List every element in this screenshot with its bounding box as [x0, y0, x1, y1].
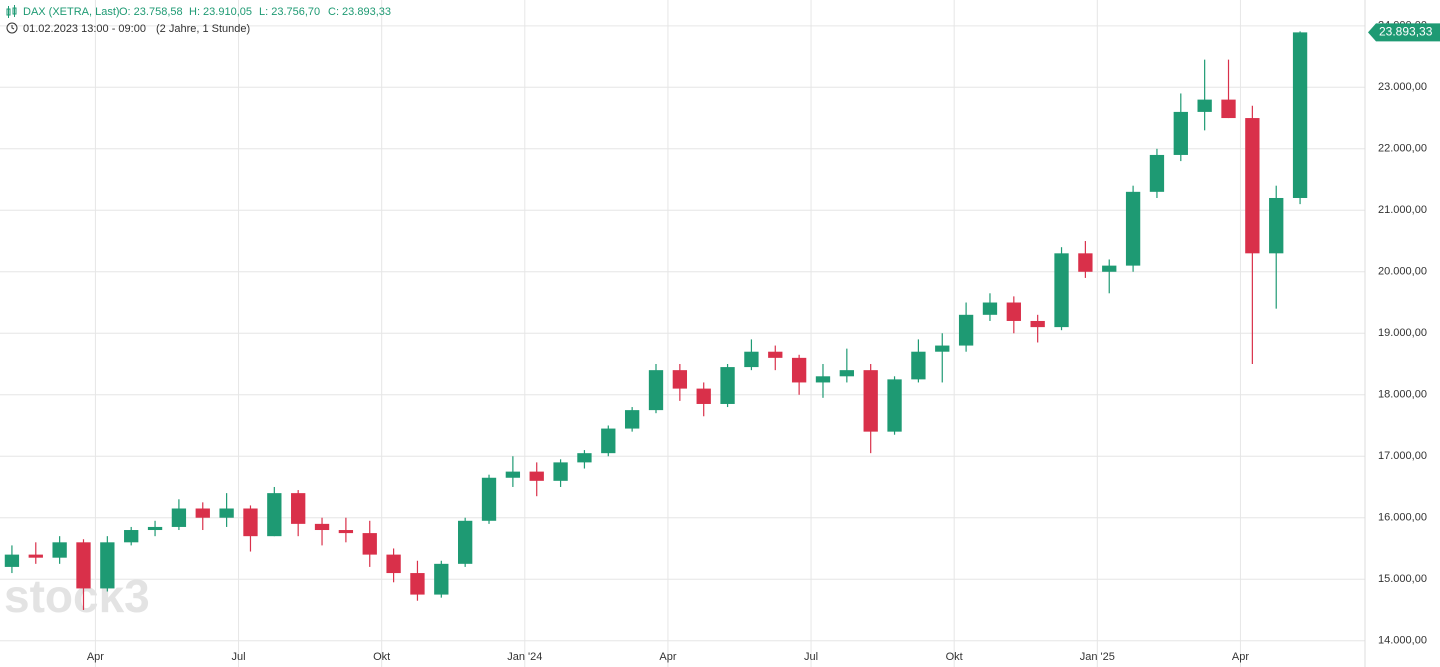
x-tick-label: Apr	[87, 651, 104, 663]
x-tick-label: Jan '25	[1080, 651, 1115, 663]
x-tick-label: Jul	[232, 651, 246, 663]
candle-body	[267, 493, 282, 537]
candle-body	[1125, 191, 1141, 266]
y-tick-label: 14.000,00	[1378, 635, 1427, 647]
y-tick-label: 15.000,00	[1378, 573, 1427, 585]
candle-body	[1221, 99, 1236, 119]
y-tick-label: 16.000,00	[1378, 512, 1427, 524]
candle-body	[624, 410, 640, 429]
candle-body	[1269, 197, 1284, 254]
candle-body	[791, 357, 807, 383]
last-price-tag	[1368, 23, 1440, 42]
candle-body	[1149, 154, 1165, 192]
candle-body	[100, 542, 115, 589]
candle-body	[147, 526, 163, 531]
x-tick-label: Okt	[373, 651, 390, 663]
candle-body	[839, 370, 854, 377]
x-tick-label: Apr	[1232, 651, 1249, 663]
y-tick-label: 22.000,00	[1378, 143, 1427, 155]
clock-icon	[6, 22, 18, 34]
candle-body	[1197, 99, 1212, 112]
candle-body	[124, 530, 139, 543]
candle-body	[434, 563, 449, 595]
x-tick-label: Okt	[946, 651, 963, 663]
candle-body	[744, 351, 759, 368]
candle-body	[171, 508, 187, 527]
candle-body	[338, 530, 354, 534]
candle-icon	[6, 5, 17, 18]
candle-body	[4, 554, 20, 567]
high-text: H: 23.910,05	[189, 6, 252, 18]
close-text: C: 23.893,33	[328, 6, 391, 18]
candle-body	[553, 462, 568, 481]
candle-body	[219, 508, 234, 518]
candle-body	[458, 520, 473, 564]
last-price-label: 23.893,33	[1379, 25, 1433, 39]
x-tick-label: Apr	[659, 651, 676, 663]
candle-body	[887, 379, 902, 432]
candle-body	[1078, 253, 1093, 272]
y-tick-label: 17.000,00	[1378, 450, 1427, 462]
open-text: O: 23.758,58	[119, 6, 183, 18]
period-text: (2 Jahre, 1 Stunde)	[156, 23, 250, 35]
candle-body	[1102, 265, 1117, 272]
candle-body	[648, 370, 664, 411]
y-tick-label: 21.000,00	[1378, 204, 1427, 216]
candle-body	[863, 370, 878, 432]
y-tick-label: 23.000,00	[1378, 81, 1427, 93]
candle-body	[1245, 118, 1260, 254]
candle-body	[1006, 302, 1021, 321]
low-text: L: 23.756,70	[259, 6, 320, 18]
candle-body	[481, 477, 497, 521]
candle-body	[52, 542, 67, 558]
candle-body	[1173, 111, 1188, 155]
candle-body	[815, 376, 831, 383]
candle-body	[28, 554, 43, 558]
y-tick-label: 20.000,00	[1378, 266, 1427, 278]
candle-body	[243, 508, 258, 537]
candle-body	[911, 351, 926, 380]
candle-body	[672, 370, 688, 389]
candle-body	[601, 428, 616, 454]
header: DAX (XETRA, Last) O: 23.758,58 H: 23.910…	[6, 5, 391, 35]
candle-body	[410, 573, 425, 595]
symbol: DAX (XETRA, Last)	[23, 6, 120, 18]
candle-body	[529, 471, 544, 481]
candle-body	[696, 388, 711, 404]
candle-body	[577, 453, 592, 463]
y-tick-label: 18.000,00	[1378, 389, 1427, 401]
candle-body	[314, 523, 330, 531]
candle-body	[362, 533, 377, 555]
candle-body	[1054, 253, 1069, 328]
candle-body	[291, 493, 306, 524]
y-tick-label: 19.000,00	[1378, 327, 1427, 339]
candle-body	[76, 542, 91, 589]
x-tick-label: Jan '24	[507, 651, 542, 663]
candle-body	[386, 554, 401, 574]
x-tick-label: Jul	[804, 651, 818, 663]
candle-body	[768, 351, 783, 358]
candle-body	[195, 508, 210, 518]
grid	[0, 0, 1365, 667]
candle-body	[720, 367, 735, 404]
candle-body	[958, 314, 974, 346]
candle-body	[982, 302, 998, 315]
range-text: 01.02.2023 13:00 - 09:00	[23, 23, 146, 35]
candle-body	[935, 345, 950, 352]
candle-body	[1030, 320, 1045, 328]
candle-body	[505, 471, 521, 478]
candle-body	[1292, 32, 1308, 198]
